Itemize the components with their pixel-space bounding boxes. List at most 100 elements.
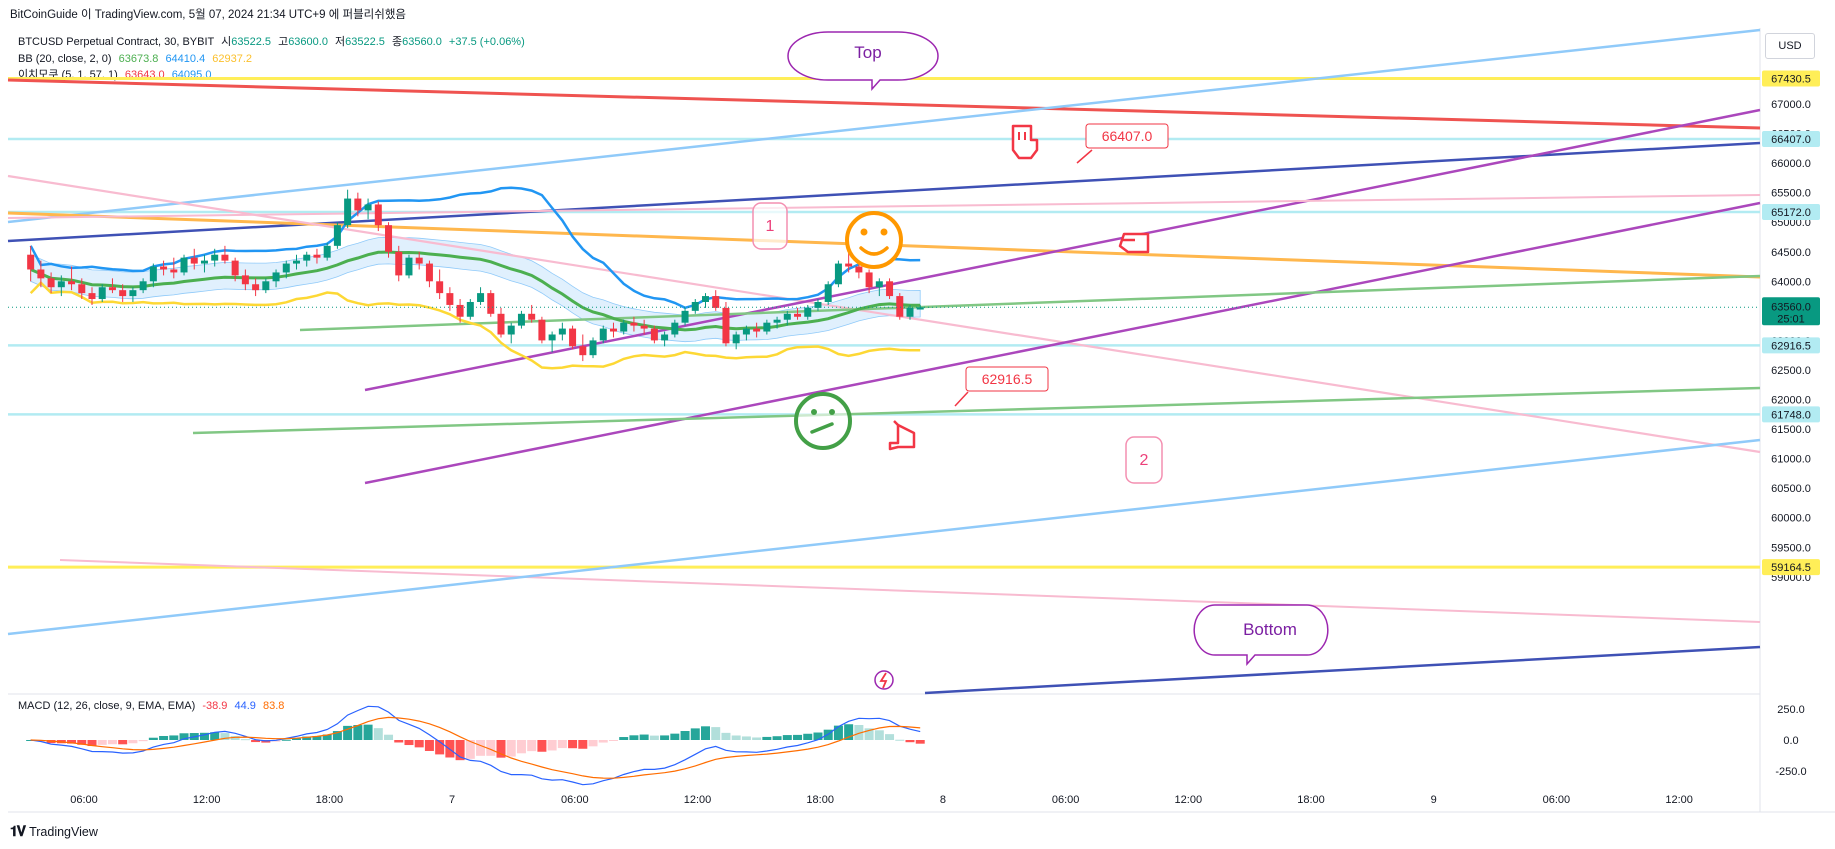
- smile-icon[interactable]: [845, 211, 903, 269]
- macd-histogram-bar: [803, 733, 813, 740]
- macd-histogram-bar: [251, 740, 261, 743]
- macd-axis[interactable]: 250.0 0.0 -250.0: [1775, 704, 1806, 778]
- macd-histogram-bar: [159, 735, 169, 740]
- candle-body: [252, 284, 260, 291]
- marker-1[interactable]: 1: [752, 202, 788, 250]
- time-tick-label: 7: [449, 794, 455, 806]
- last-price-text: 63560.0: [1771, 301, 1811, 313]
- ohlc-change: +37.5 (+0.06%): [448, 36, 525, 48]
- ichimoku-cloud-area: [30, 236, 921, 343]
- macd-line: [30, 705, 921, 786]
- macd-histogram-bar: [885, 734, 895, 740]
- macd-histogram-bar: [353, 725, 363, 740]
- candle-body: [732, 334, 740, 344]
- macd-histogram-bar: [547, 740, 557, 751]
- trendline: [7, 438, 1761, 636]
- candle-body: [589, 340, 597, 356]
- pointing-hand-down-icon[interactable]: [1011, 124, 1039, 160]
- price-tick-label: 62000.0: [1771, 395, 1811, 407]
- candle-body: [691, 301, 699, 311]
- candle-body: [579, 346, 587, 356]
- bb-row[interactable]: BB (20, close, 2, 0) 63673.8 64410.4 629…: [18, 51, 525, 68]
- bottom-callout[interactable]: Bottom: [1193, 604, 1329, 666]
- macd-histogram-bar: [373, 728, 383, 740]
- candle-body: [415, 257, 423, 264]
- price-tick-label: 60000.0: [1771, 513, 1811, 525]
- macd-histogram-bar: [782, 735, 792, 740]
- time-tick-label: 06:00: [561, 794, 589, 806]
- macd-histogram-bar: [833, 725, 843, 740]
- tradingview-brand[interactable]: 𝟏𝐕 TradingView: [10, 823, 98, 840]
- time-tick-label: 12:00: [684, 794, 712, 806]
- candle-body: [773, 319, 781, 323]
- candle-body: [804, 307, 812, 317]
- macd-tick-label: -250.0: [1775, 766, 1806, 778]
- time-axis[interactable]: 06:00 12:00 18:00 7 06:00 12:00 18:00 8 06:00 12:…: [70, 794, 1693, 806]
- macd-histogram-bar: [312, 736, 322, 740]
- candle-body: [364, 204, 372, 211]
- macd-histogram-bar: [527, 740, 537, 752]
- candle-body: [221, 254, 229, 261]
- candle-body: [650, 328, 658, 341]
- macd-histogram-bar: [874, 730, 884, 740]
- time-tick-label: 18:00: [316, 794, 344, 806]
- bottom-callout-text: Bottom: [1243, 620, 1297, 639]
- macd-histogram-bar: [690, 728, 700, 740]
- macd-histogram-bar: [721, 732, 731, 740]
- price-level-tag: [1762, 70, 1820, 87]
- candlesticks: [27, 189, 924, 362]
- candle-body: [333, 225, 341, 246]
- candle-body: [374, 204, 382, 226]
- pointing-hand-up-icon[interactable]: [888, 420, 916, 451]
- candle-body: [558, 328, 566, 335]
- marker-2[interactable]: 2: [1125, 436, 1163, 484]
- candle-body: [108, 287, 116, 291]
- candle-body: [37, 269, 45, 279]
- macd-legend[interactable]: MACD (12, 26, close, 9, EMA, EMA) -38.9 …: [18, 700, 284, 712]
- price-tick-label: 67000.0: [1771, 99, 1811, 111]
- pointing-hand-left-icon[interactable]: [1118, 232, 1150, 254]
- macd-histogram-bar: [496, 740, 506, 758]
- price-level-tag-text: 67430.5: [1771, 74, 1811, 86]
- time-tick-label: 06:00: [1052, 794, 1080, 806]
- macd-histogram-bar: [169, 735, 179, 740]
- price-note-high-text: 66407.0: [1102, 128, 1153, 144]
- macd-histogram-bar: [895, 739, 905, 741]
- published-line: BitCoinGuide 이 TradingView.com, 5월 07, 2…: [10, 9, 406, 21]
- candle-body: [303, 254, 311, 261]
- macd-histogram-bar: [118, 740, 128, 745]
- trendline: [364, 108, 1761, 392]
- candle-body: [119, 290, 127, 297]
- candle-body: [446, 293, 454, 305]
- symbol-label: BTCUSD Perpetual Contract, 30, BYBIT: [18, 36, 215, 48]
- price-tick-label: 62500.0: [1771, 365, 1811, 377]
- candle-body: [241, 275, 249, 285]
- price-level-tag-text: 66407.0: [1771, 134, 1811, 146]
- macd-histogram-bar: [598, 740, 608, 743]
- bb-lower-line: [29, 281, 921, 370]
- candle-body: [456, 304, 464, 317]
- currency-button[interactable]: USD: [1765, 33, 1815, 59]
- symbol-row[interactable]: BTCUSD Perpetual Contract, 30, BYBIT 시63…: [18, 34, 525, 51]
- price-note-low[interactable]: 62916.5: [954, 366, 1049, 407]
- price-note-high[interactable]: 66407.0: [1076, 123, 1169, 164]
- macd-histogram-bar: [87, 740, 97, 747]
- price-axis-labels: 67430.5 66407.0 65172.0 62916.5 61748.0 59164…: [1762, 70, 1820, 576]
- brand-label: TradingView: [29, 824, 98, 839]
- candle-body: [681, 310, 689, 323]
- candle-body: [425, 263, 433, 282]
- candle-body: [170, 269, 178, 273]
- candle-body: [845, 263, 853, 267]
- macd-histogram-bar: [302, 736, 312, 740]
- macd-histogram-bar: [394, 740, 404, 743]
- macd-histogram-bar: [465, 740, 475, 759]
- confused-face-icon[interactable]: [794, 392, 852, 450]
- top-callout[interactable]: Top: [787, 31, 939, 91]
- trendline: [192, 386, 1761, 435]
- price-level-tag: [1762, 406, 1820, 423]
- macd-histogram-bar: [199, 732, 209, 740]
- lightning-icon[interactable]: [874, 670, 894, 690]
- time-tick-label: 18:00: [1297, 794, 1325, 806]
- candle-body: [671, 322, 679, 335]
